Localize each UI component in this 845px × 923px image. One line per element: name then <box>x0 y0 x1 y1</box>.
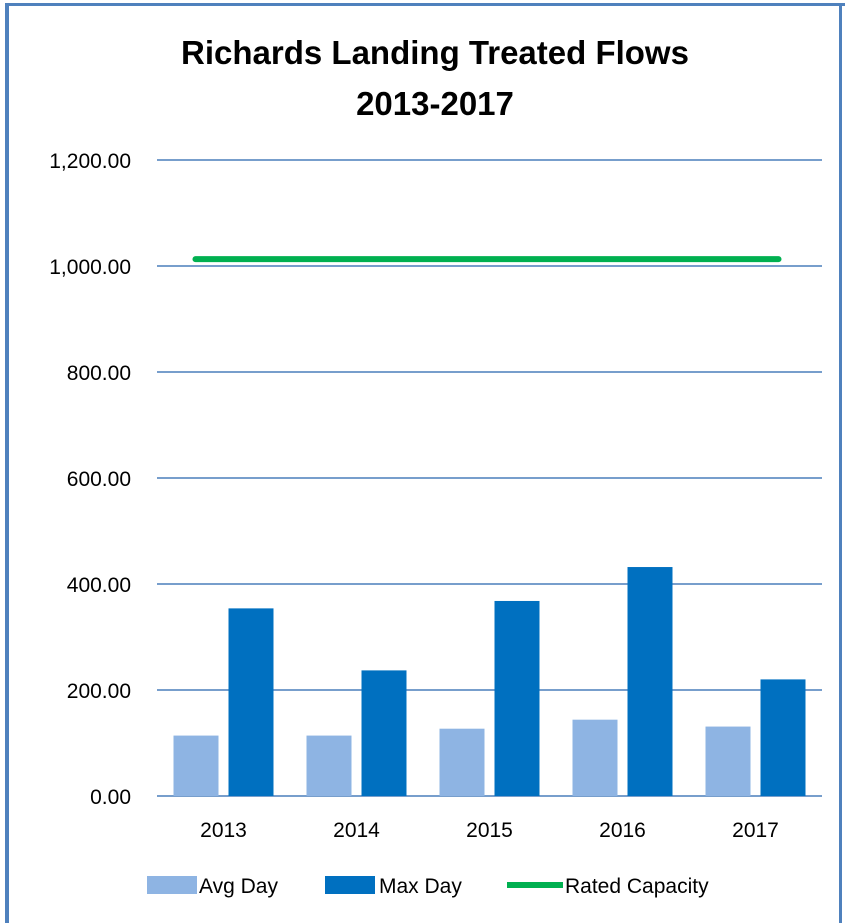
y-tick-label: 1,200.00 <box>49 150 131 173</box>
frame-border-top <box>5 3 845 6</box>
x-tick-label: 2017 <box>732 819 779 842</box>
bar-max-day <box>627 567 673 796</box>
x-tick-label: 2016 <box>599 819 646 842</box>
legend: Avg Day Max Day Rated Capacity <box>147 875 709 898</box>
bar-max-day <box>494 600 540 796</box>
y-tick-label: 200.00 <box>67 680 131 703</box>
frame-border-right <box>839 3 842 923</box>
y-axis-tick-labels: 0.00 200.00 400.00 600.00 800.00 1,000.00 1,20… <box>49 150 131 809</box>
bar-max-day <box>760 679 806 796</box>
bar-max-day <box>228 608 274 796</box>
bars <box>173 567 806 796</box>
bar-avg-day <box>705 726 751 796</box>
x-tick-label: 2015 <box>466 819 513 842</box>
legend-label: Avg Day <box>199 875 278 898</box>
legend-label: Rated Capacity <box>565 875 709 898</box>
legend-swatch <box>325 876 375 894</box>
bar-max-day <box>361 670 407 796</box>
legend-swatch <box>147 876 197 894</box>
legend-label: Max Day <box>379 875 462 898</box>
chart-title-line2: 2013-2017 <box>356 85 514 122</box>
y-tick-label: 400.00 <box>67 574 131 597</box>
y-tick-label: 600.00 <box>67 468 131 491</box>
bar-avg-day <box>439 728 485 796</box>
frame-border-left <box>5 3 9 923</box>
chart-title-line1: Richards Landing Treated Flows <box>181 34 689 71</box>
x-axis-tick-labels: 2013 2014 2015 2016 2017 <box>200 819 779 842</box>
bar-avg-day <box>173 735 219 796</box>
y-tick-label: 1,000.00 <box>49 256 131 279</box>
x-tick-label: 2014 <box>333 819 380 842</box>
bar-avg-day <box>306 735 352 796</box>
y-tick-label: 800.00 <box>67 362 131 385</box>
x-tick-label: 2013 <box>200 819 247 842</box>
bar-avg-day <box>572 719 618 796</box>
y-tick-label: 0.00 <box>90 786 131 809</box>
